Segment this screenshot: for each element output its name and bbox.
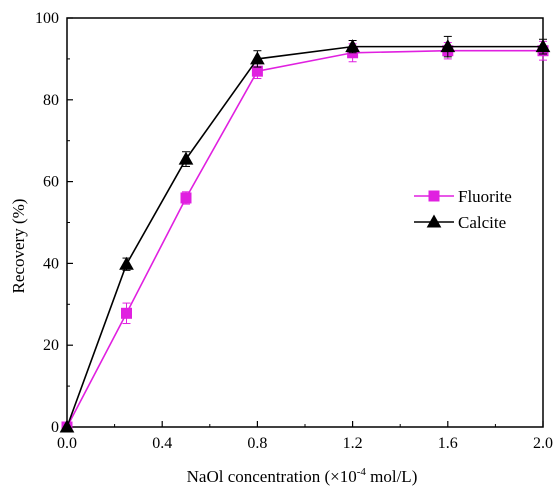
y-axis-title: Recovery (%) xyxy=(9,199,28,294)
x-axis-title-unit: mol/L) xyxy=(366,467,417,486)
y-tick-label: 80 xyxy=(43,92,59,109)
x-axis-title: NaOl concentration (×10-4 mol/L) xyxy=(187,466,418,486)
y-tick-label: 0 xyxy=(51,419,59,436)
legend-item-calcite: Calcite xyxy=(414,213,506,232)
series-fluorite xyxy=(62,41,548,432)
legend-label-calcite: Calcite xyxy=(458,213,506,232)
x-tick-label: 0.0 xyxy=(57,435,77,452)
legend: Fluorite Calcite xyxy=(414,187,512,232)
y-tick-label: 40 xyxy=(43,255,59,272)
fluorite-line xyxy=(67,51,543,427)
calcite-line xyxy=(67,47,543,427)
y-tick-label: 60 xyxy=(43,174,59,191)
fluorite-point xyxy=(181,193,191,203)
legend-item-fluorite: Fluorite xyxy=(414,187,512,206)
y-tick-label: 100 xyxy=(35,10,59,27)
x-axis-ticks: 0.0 0.4 0.8 1.2 1.6 2.0 xyxy=(57,421,553,452)
calcite-point xyxy=(120,258,133,270)
x-tick-label: 2.0 xyxy=(533,435,553,452)
y-tick-label: 20 xyxy=(43,337,59,354)
x-tick-label: 0.8 xyxy=(247,435,267,452)
fluorite-point xyxy=(252,66,262,76)
legend-marker-fluorite xyxy=(429,191,439,201)
series-layer xyxy=(61,36,550,432)
legend-label-fluorite: Fluorite xyxy=(458,187,512,206)
x-axis-title-main: NaOl concentration (×10 xyxy=(187,467,357,486)
x-tick-label: 0.4 xyxy=(152,435,172,452)
series-calcite xyxy=(61,36,550,432)
x-tick-label: 1.6 xyxy=(438,435,458,452)
calcite-point xyxy=(180,153,193,165)
fluorite-point xyxy=(122,308,132,318)
x-tick-label: 1.2 xyxy=(343,435,363,452)
